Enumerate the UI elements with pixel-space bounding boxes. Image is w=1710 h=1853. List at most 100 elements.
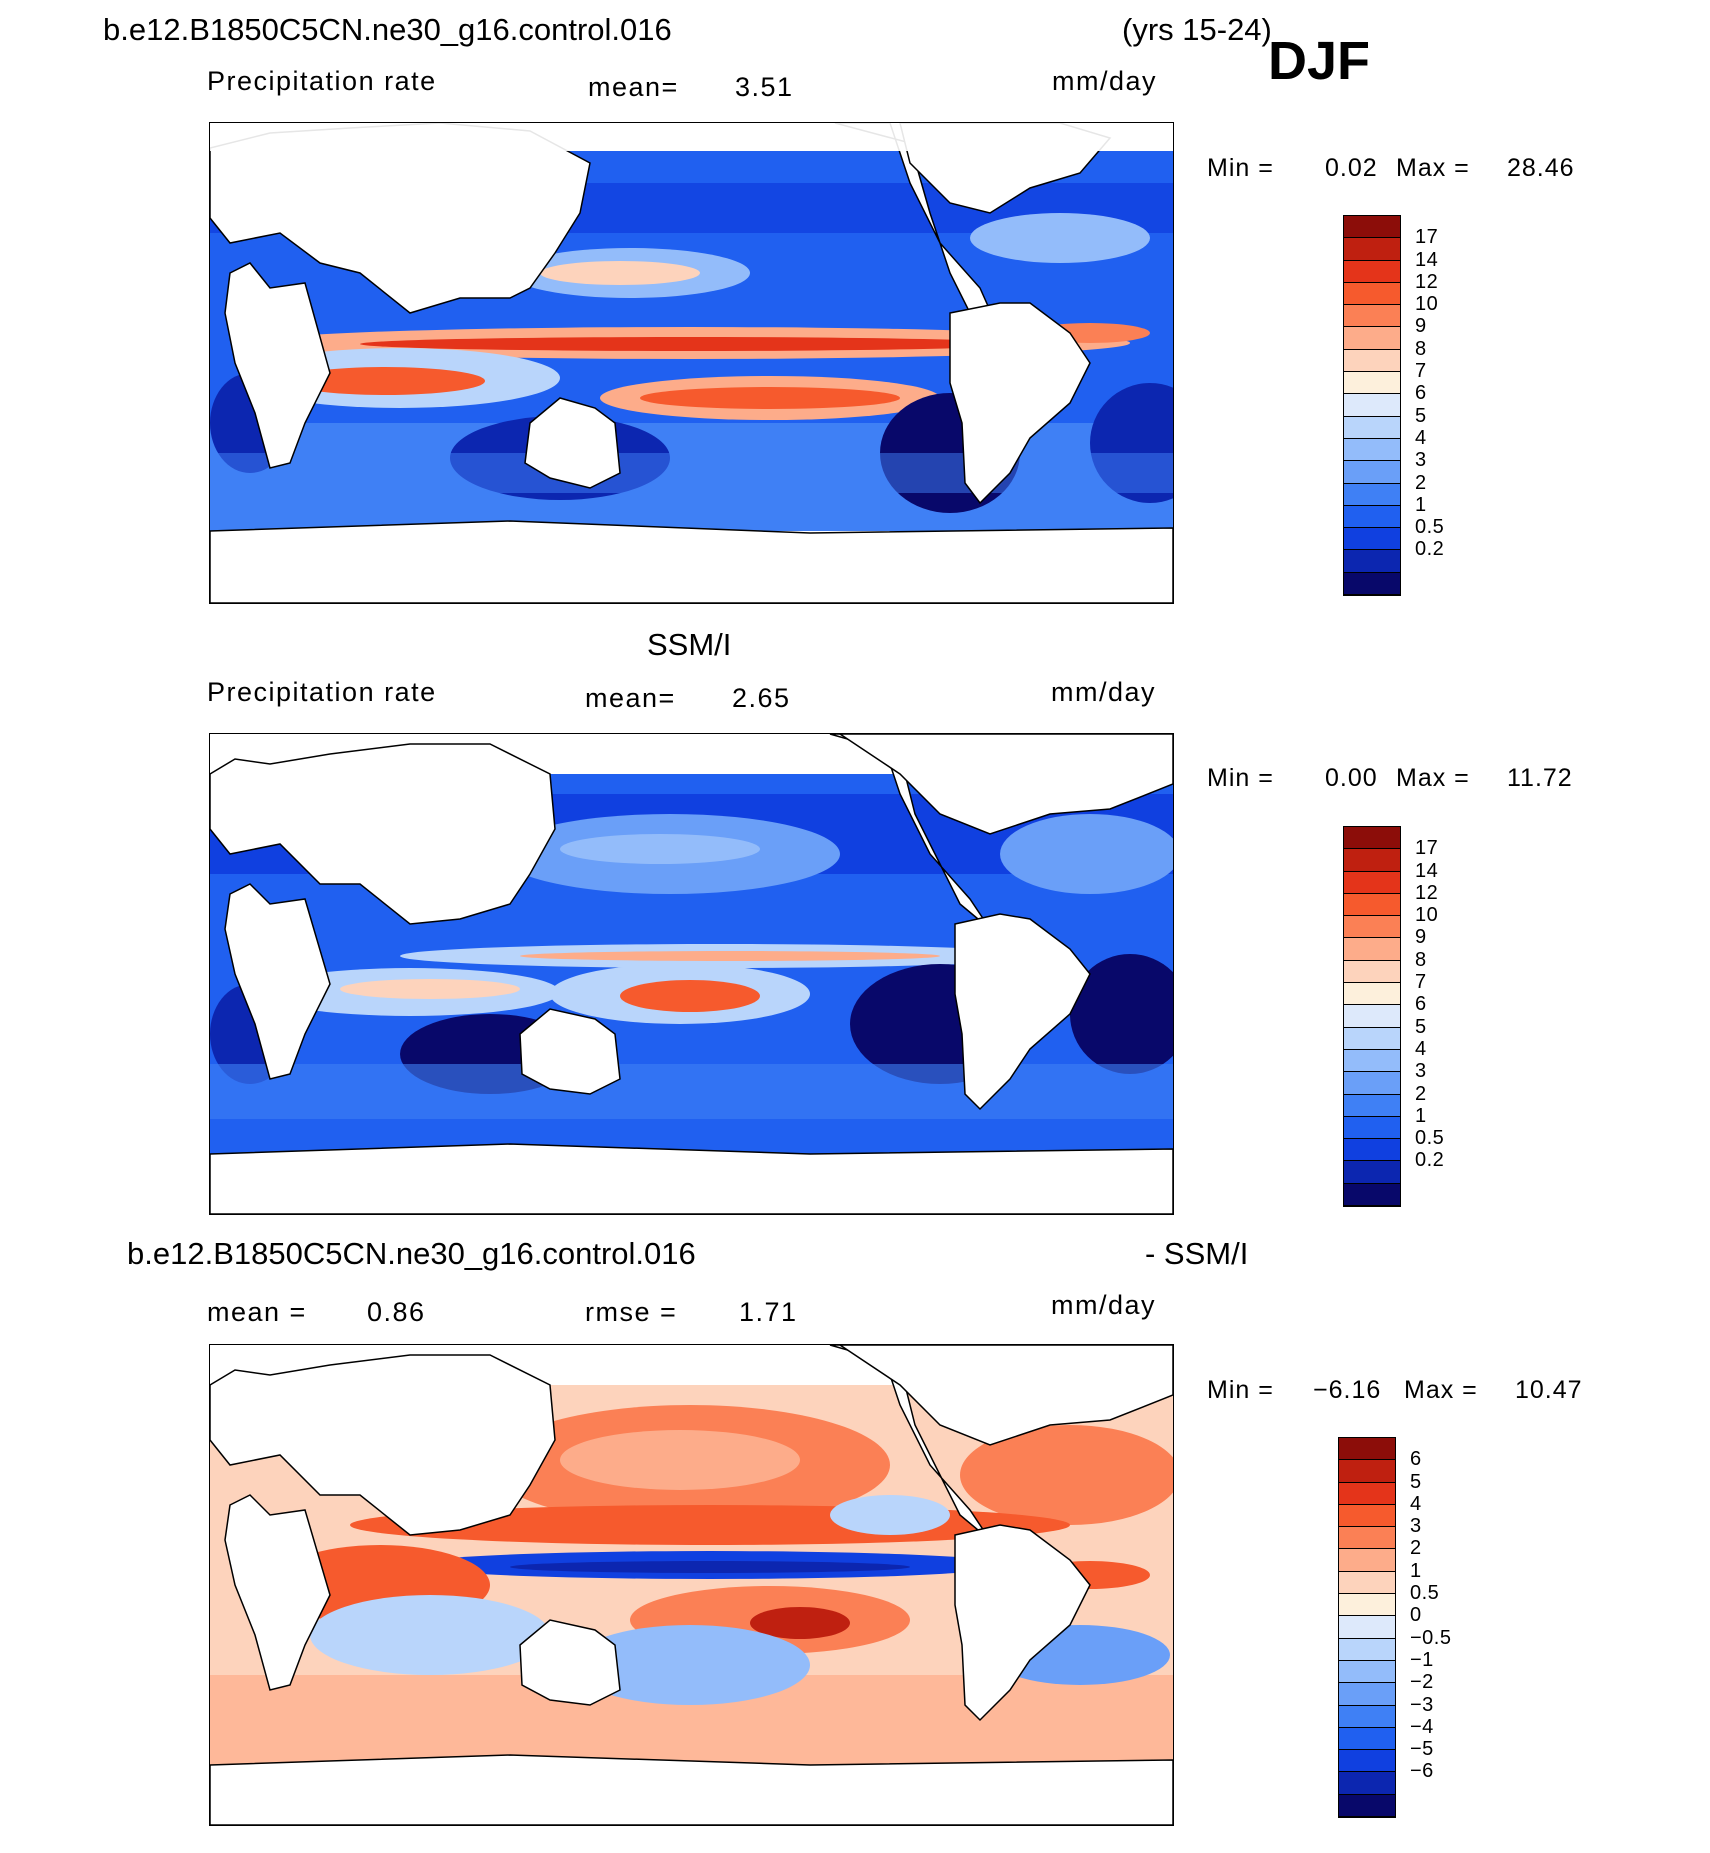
colorbar-tick-label: 4 (1410, 1492, 1422, 1515)
colorbar-swatch (1344, 282, 1400, 306)
colorbar-tick-label: 1 (1415, 1104, 1427, 1127)
colorbar-swatch (1344, 238, 1400, 261)
colorbar-tick-label: 12 (1415, 270, 1439, 293)
colorbar-tick-label: 0.5 (1410, 1582, 1440, 1605)
colorbar-swatch (1344, 550, 1400, 573)
colorbar-tick-label: 5 (1410, 1470, 1422, 1493)
colorbar-tick-label: 17 (1415, 226, 1439, 249)
colorbar-swatch (1339, 1683, 1395, 1706)
colorbar-tick-label: 5 (1415, 404, 1427, 427)
colorbar-tick-label: 0.2 (1415, 1149, 1445, 1172)
panel3-map (209, 1344, 1174, 1826)
colorbar-swatch (1344, 1094, 1400, 1117)
colorbar-swatch (1344, 528, 1400, 551)
colorbar-tick-label: 7 (1415, 360, 1427, 383)
case-title: b.e12.B1850C5CN.ne30_g16.control.016 (103, 12, 672, 47)
colorbar-swatch (1344, 1161, 1400, 1184)
colorbar-swatch (1339, 1504, 1395, 1528)
colorbar-swatch (1344, 1183, 1400, 1206)
panel3-title-right: - SSM/I (1145, 1236, 1249, 1271)
colorbar-tick-label: 10 (1415, 904, 1439, 927)
colorbar-swatch (1344, 1072, 1400, 1095)
panel3-rmse-label: rmse = (585, 1297, 678, 1327)
colorbar-tick-label: 6 (1415, 382, 1427, 405)
colorbar-tick-label: 4 (1415, 426, 1427, 449)
colorbar-tick-label: 6 (1410, 1448, 1422, 1471)
colorbar-tick-label: −2 (1410, 1671, 1434, 1694)
colorbar-swatch (1344, 461, 1400, 484)
panel1-max-label: Max = (1396, 154, 1470, 182)
colorbar-tick-label: 1 (1410, 1559, 1422, 1582)
colorbar-swatch (1344, 960, 1400, 984)
colorbar-swatch (1339, 1616, 1395, 1639)
panel3-units: mm/day (1051, 1290, 1157, 1320)
colorbar-tick-label: 10 (1415, 293, 1439, 316)
years-label: (yrs 15-24) (1122, 12, 1272, 47)
colorbar-swatch (1344, 572, 1400, 595)
panel3-min-label: Min = (1207, 1376, 1274, 1404)
panel3-min-value: −6.16 (1313, 1376, 1382, 1404)
colorbar-swatch (1344, 938, 1400, 961)
colorbar-swatch (1344, 1027, 1400, 1050)
colorbar-swatch (1344, 849, 1400, 872)
panel1-max-value: 28.46 (1507, 154, 1575, 182)
colorbar-tick-label: 7 (1415, 971, 1427, 994)
panel2-mean-label: mean= (585, 683, 676, 713)
colorbar-swatch (1339, 1638, 1395, 1661)
colorbar-swatch (1339, 1594, 1395, 1617)
colorbar-swatch (1344, 1049, 1400, 1073)
colorbar-swatch (1344, 438, 1400, 462)
panel3-mean-value: 0.86 (367, 1297, 426, 1327)
panel3-title-left: b.e12.B1850C5CN.ne30_g16.control.016 (127, 1236, 696, 1271)
colorbar-swatch (1344, 416, 1400, 439)
colorbar-swatch (1339, 1460, 1395, 1483)
colorbar-swatch (1339, 1549, 1395, 1572)
colorbar-swatch (1344, 916, 1400, 939)
panel2-min-label: Min = (1207, 764, 1274, 792)
colorbar-tick-label: 0.2 (1415, 538, 1445, 561)
colorbar-tick-label: 5 (1415, 1015, 1427, 1038)
colorbar-swatch (1344, 827, 1400, 850)
colorbar-swatch (1344, 871, 1400, 894)
colorbar-swatch (1339, 1794, 1395, 1817)
panel3-colorbar (1338, 1437, 1396, 1818)
colorbar-swatch (1339, 1438, 1395, 1461)
colorbar-tick-label: 6 (1415, 993, 1427, 1016)
colorbar-tick-label: −1 (1410, 1648, 1434, 1671)
panel1-units: mm/day (1052, 66, 1158, 96)
colorbar-swatch (1344, 349, 1400, 373)
panel2-max-label: Max = (1396, 764, 1470, 792)
colorbar-swatch (1339, 1482, 1395, 1505)
colorbar-tick-label: 0.5 (1415, 1127, 1445, 1150)
colorbar-tick-label: −0.5 (1410, 1626, 1452, 1649)
panel3-rmse-value: 1.71 (739, 1297, 798, 1327)
panel3-mean-label: mean = (207, 1297, 307, 1327)
colorbar-tick-label: 2 (1415, 471, 1427, 494)
colorbar-tick-label: −4 (1410, 1715, 1434, 1738)
panel1-mean-value: 3.51 (735, 72, 794, 102)
colorbar-tick-label: 3 (1410, 1515, 1422, 1538)
panel2-max-value: 11.72 (1507, 764, 1573, 792)
colorbar-swatch (1344, 327, 1400, 350)
panel2-precip-field (210, 734, 1173, 1214)
panel1-colorbar (1343, 215, 1401, 596)
colorbar-swatch (1344, 1005, 1400, 1028)
colorbar-swatch (1339, 1571, 1395, 1595)
colorbar-swatch (1344, 1139, 1400, 1162)
panel1-min-value: 0.02 (1325, 154, 1378, 182)
colorbar-swatch (1344, 260, 1400, 283)
colorbar-tick-label: 4 (1415, 1037, 1427, 1060)
panel2-colorbar (1343, 826, 1401, 1207)
colorbar-tick-label: 1 (1415, 493, 1427, 516)
colorbar-tick-label: 14 (1415, 859, 1439, 882)
panel2-units: mm/day (1051, 677, 1157, 707)
colorbar-swatch (1344, 505, 1400, 529)
season-label: DJF (1268, 31, 1371, 91)
colorbar-swatch (1339, 1750, 1395, 1773)
panel1-precip-field (210, 123, 1173, 603)
colorbar-swatch (1339, 1727, 1395, 1751)
panel1-map (209, 122, 1174, 604)
colorbar-swatch (1344, 1116, 1400, 1140)
colorbar-swatch (1344, 483, 1400, 506)
panel2-variable: Precipitation rate (207, 677, 437, 707)
